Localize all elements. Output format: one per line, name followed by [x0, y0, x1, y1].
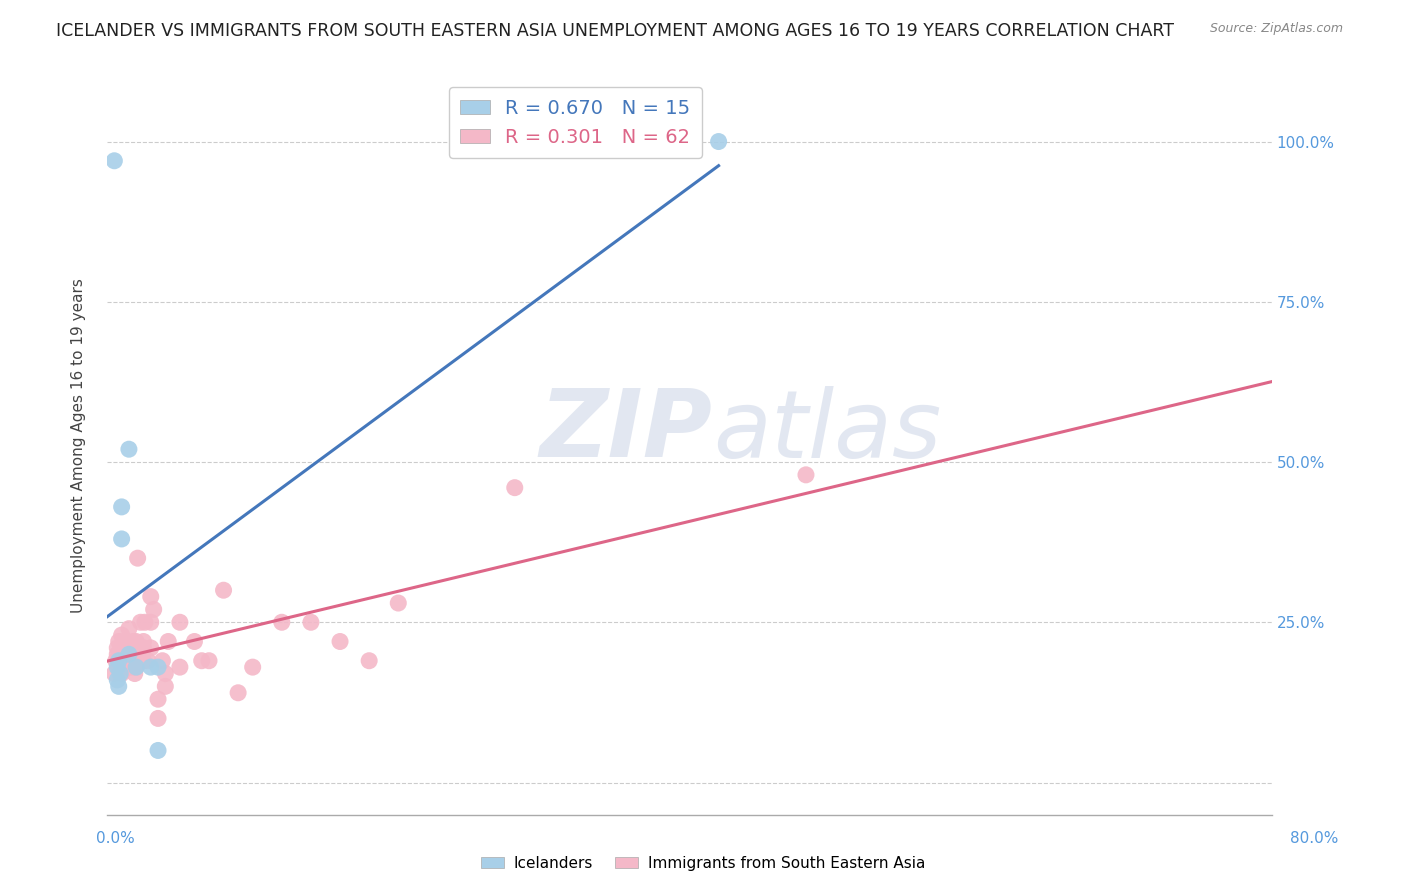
Point [105, 660, 128, 674]
Point [139, 660, 162, 674]
Point [111, 666, 134, 681]
Point [121, 640, 143, 655]
Text: ICELANDER VS IMMIGRANTS FROM SOUTH EASTERN ASIA UNEMPLOYMENT AMONG AGES 16 TO 19: ICELANDER VS IMMIGRANTS FROM SOUTH EASTE… [56, 22, 1174, 40]
Point [226, 686, 249, 700]
Point [132, 634, 155, 648]
Point [125, 660, 148, 674]
Point [105, 673, 128, 687]
Point [103, 153, 125, 168]
Point [136, 654, 159, 668]
Point [111, 532, 134, 546]
Point [122, 660, 145, 674]
Point [146, 660, 169, 674]
Point [190, 654, 212, 668]
Point [124, 666, 146, 681]
Point [134, 615, 156, 630]
Text: atlas: atlas [713, 385, 941, 476]
Point [114, 648, 136, 662]
Legend: R = 0.670   N = 15, R = 0.301   N = 62: R = 0.670 N = 15, R = 0.301 N = 62 [449, 87, 702, 158]
Point [117, 640, 139, 655]
Point [139, 590, 162, 604]
Point [118, 660, 141, 674]
Point [242, 660, 264, 674]
Point [198, 654, 221, 668]
Point [118, 648, 141, 662]
Point [183, 634, 205, 648]
Point [120, 654, 142, 668]
Point [146, 743, 169, 757]
Point [212, 583, 235, 598]
Point [125, 648, 148, 662]
Point [118, 622, 141, 636]
Text: ZIP: ZIP [540, 385, 713, 477]
Point [125, 634, 148, 648]
Point [707, 135, 730, 149]
Point [155, 666, 177, 681]
Point [122, 634, 145, 648]
Point [105, 640, 128, 655]
Point [270, 615, 292, 630]
Point [105, 648, 128, 662]
Point [107, 654, 129, 668]
Point [132, 654, 155, 668]
Point [503, 481, 526, 495]
Point [111, 640, 134, 655]
Point [111, 500, 134, 514]
Point [107, 634, 129, 648]
Point [108, 666, 131, 681]
Point [146, 711, 169, 725]
Text: Source: ZipAtlas.com: Source: ZipAtlas.com [1209, 22, 1343, 36]
Point [139, 640, 162, 655]
Point [155, 679, 177, 693]
Point [794, 467, 817, 482]
Text: 0.0%: 0.0% [96, 831, 135, 846]
Point [146, 692, 169, 706]
Point [111, 654, 134, 668]
Point [129, 615, 152, 630]
Point [387, 596, 409, 610]
Point [115, 654, 138, 668]
Point [142, 602, 165, 616]
Point [329, 634, 352, 648]
Point [107, 679, 129, 693]
Point [103, 666, 125, 681]
Text: 80.0%: 80.0% [1291, 831, 1339, 846]
Point [107, 660, 129, 674]
Point [169, 615, 191, 630]
Point [111, 628, 134, 642]
Legend: Icelanders, Immigrants from South Eastern Asia: Icelanders, Immigrants from South Easter… [475, 850, 931, 877]
Point [169, 660, 191, 674]
Point [118, 442, 141, 457]
Point [157, 634, 180, 648]
Point [120, 648, 142, 662]
Point [125, 660, 148, 674]
Point [114, 634, 136, 648]
Point [108, 648, 131, 662]
Point [139, 615, 162, 630]
Point [127, 551, 149, 566]
Point [104, 654, 127, 668]
Point [299, 615, 322, 630]
Point [115, 634, 138, 648]
Point [132, 640, 155, 655]
Point [359, 654, 381, 668]
Point [117, 648, 139, 662]
Y-axis label: Unemployment Among Ages 16 to 19 years: Unemployment Among Ages 16 to 19 years [72, 278, 86, 614]
Point [112, 660, 135, 674]
Point [128, 648, 150, 662]
Point [152, 654, 174, 668]
